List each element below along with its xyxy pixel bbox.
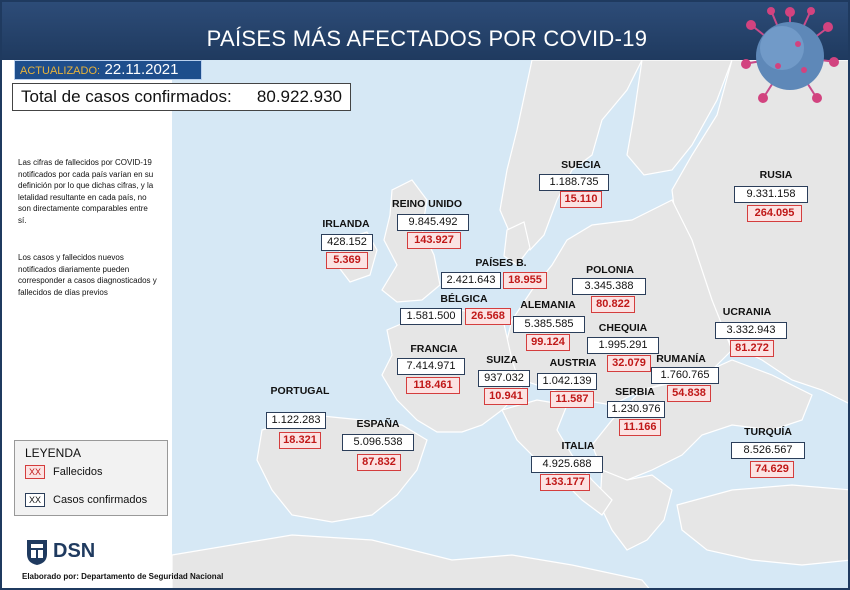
total-cases-value: 80.922.930 xyxy=(256,87,342,106)
logo-text: DSN xyxy=(53,540,96,562)
country-name: BÉLGICA xyxy=(440,293,488,305)
deaths-value: 11.587 xyxy=(550,391,594,408)
country-name: RUSIA xyxy=(759,169,793,181)
country-name: RUMANÍA xyxy=(656,353,706,365)
cases-value: 3.345.388 xyxy=(572,278,646,295)
cases-value: 1.230.976 xyxy=(607,401,665,418)
finland-land xyxy=(626,60,733,176)
cases-value: 8.526.567 xyxy=(731,442,805,459)
cases-value: 1.760.765 xyxy=(651,367,719,384)
country-name: UCRANIA xyxy=(722,306,772,318)
turkey-land xyxy=(676,484,848,566)
deaths-value: 74.629 xyxy=(750,461,794,478)
country-name: IRLANDA xyxy=(322,218,370,230)
cases-value: 5.385.585 xyxy=(513,316,585,333)
page-title: PAÍSES MÁS AFECTADOS POR COVID-19 xyxy=(206,26,648,51)
total-cases-label: Total de casos confirmados: xyxy=(21,87,232,106)
cases-value: 428.152 xyxy=(321,234,373,251)
total-cases-box: Total de casos confirmados: 80.922.930 xyxy=(12,83,351,111)
daily-note: Los casos y fallecidos nuevos notificado… xyxy=(18,253,157,297)
cases-value: 1.122.283 xyxy=(266,412,326,429)
cases-legend-label: Casos confirmados xyxy=(53,494,148,506)
cases-value: 4.925.688 xyxy=(531,456,603,473)
deaths-legend-label: Fallecidos xyxy=(53,466,103,478)
country-name: SUIZA xyxy=(486,354,518,366)
header-bar: PAÍSES MÁS AFECTADOS POR COVID-19 xyxy=(2,2,848,60)
deaths-value: 133.177 xyxy=(540,474,590,491)
balkans-land xyxy=(599,469,673,551)
cases-value: 937.032 xyxy=(478,370,530,387)
credit-line: Elaborado por: Departamento de Seguridad… xyxy=(22,572,224,581)
cases-swatch: XX xyxy=(25,493,45,507)
deaths-value: 143.927 xyxy=(407,232,461,249)
country-name: PORTUGAL xyxy=(270,385,330,397)
update-label: ACTUALIZADO: xyxy=(20,65,101,77)
deaths-value: 54.838 xyxy=(667,385,711,402)
cases-value: 1.995.291 xyxy=(587,337,659,354)
deaths-value: 10.941 xyxy=(484,388,528,405)
cases-value: 2.421.643 xyxy=(441,272,501,289)
legend-title: LEYENDA xyxy=(25,446,82,460)
country-name: SERBIA xyxy=(615,386,655,398)
deaths-value: 32.079 xyxy=(607,355,651,372)
deaths-value: 99.124 xyxy=(526,334,570,351)
cases-value: 9.331.158 xyxy=(734,186,808,203)
dsn-logo: DSN xyxy=(24,537,95,567)
cases-value: 9.845.492 xyxy=(397,214,469,231)
country-name: ALEMANIA xyxy=(520,299,576,311)
cases-value: 3.332.943 xyxy=(715,322,787,339)
cases-value: 5.096.538 xyxy=(342,434,414,451)
update-date: 22.11.2021 xyxy=(104,61,179,78)
deaths-value: 5.369 xyxy=(326,252,368,269)
deaths-value: 118.461 xyxy=(406,377,460,394)
country-name: SUECIA xyxy=(561,159,601,171)
country-name: REINO UNIDO xyxy=(391,198,462,210)
country-name: AUSTRIA xyxy=(549,357,597,369)
deaths-value: 80.822 xyxy=(591,296,635,313)
country-name: ESPAÑA xyxy=(356,418,400,430)
deaths-value: 11.166 xyxy=(619,419,661,436)
country-name: CHEQUIA xyxy=(598,322,648,334)
cases-value: 1.042.139 xyxy=(537,373,597,390)
country-name: POLONIA xyxy=(586,264,634,276)
cases-value: 1.581.500 xyxy=(400,308,462,325)
deaths-value: 18.955 xyxy=(503,272,547,289)
deaths-value: 87.832 xyxy=(357,454,401,471)
deaths-swatch: XX xyxy=(25,465,45,479)
legend: LEYENDA XX Fallecidos XX Casos confirmad… xyxy=(14,440,168,516)
coronavirus-icon xyxy=(741,7,839,103)
denmark-land xyxy=(503,221,531,266)
cases-value: 7.414.971 xyxy=(397,358,465,375)
scandinavia-land xyxy=(499,60,643,251)
country-name: FRANCIA xyxy=(410,343,458,355)
deaths-note: Las cifras de fallecidos por COVID-19 no… xyxy=(18,158,154,225)
deaths-value: 15.110 xyxy=(560,191,602,208)
coat-of-arms-icon xyxy=(27,540,47,565)
deaths-value: 18.321 xyxy=(279,432,321,449)
cases-value: 1.188.735 xyxy=(539,174,609,191)
deaths-value: 264.095 xyxy=(747,205,802,222)
country-name: TURQUÍA xyxy=(744,426,792,438)
deaths-value: 26.568 xyxy=(465,308,511,325)
country-name: PAÍSES B. xyxy=(475,257,527,269)
north-africa-land xyxy=(172,534,650,588)
deaths-value: 81.272 xyxy=(730,340,774,357)
country-name: ITALIA xyxy=(561,440,595,452)
update-date-badge: ACTUALIZADO: 22.11.2021 xyxy=(14,60,202,80)
